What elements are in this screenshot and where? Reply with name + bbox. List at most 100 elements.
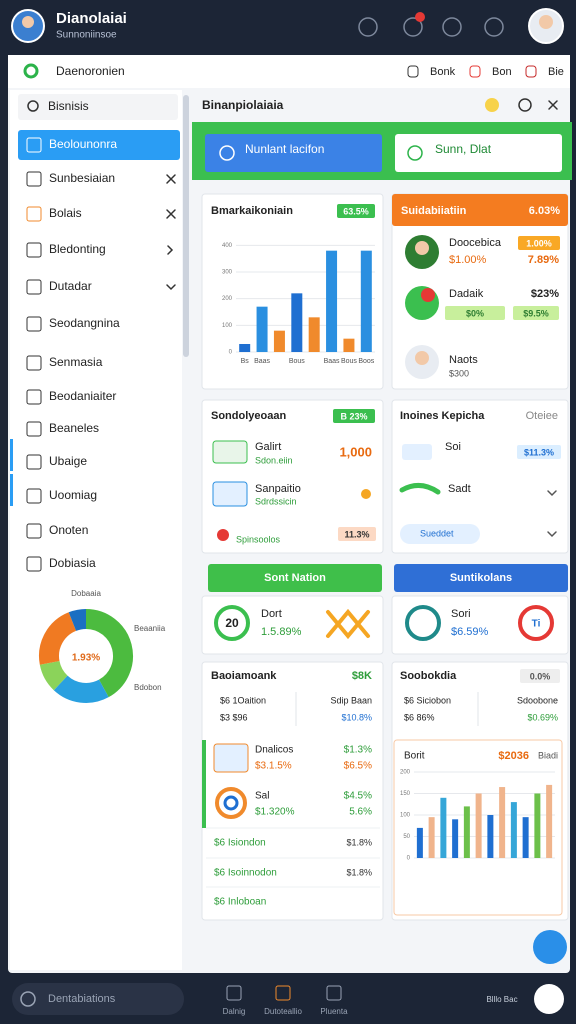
toolbar-action[interactable]: Bon xyxy=(492,66,512,78)
row-icon xyxy=(399,483,441,495)
card-title: Baoiamoank xyxy=(211,670,277,682)
link-value: $1.8% xyxy=(346,867,372,877)
header-icon xyxy=(403,17,423,37)
row-name: Sanpaitio xyxy=(255,483,301,495)
row-value: 5.6% xyxy=(349,807,372,818)
button-label[interactable]: Nunlant lacifon xyxy=(245,142,324,156)
bar xyxy=(546,784,553,858)
y-tick-label: 100 xyxy=(400,813,411,819)
app-title: Dianolaiai xyxy=(56,10,127,27)
row-icon xyxy=(212,440,248,464)
item-marker xyxy=(10,474,13,506)
badge xyxy=(513,306,559,320)
chevron xyxy=(547,531,557,538)
tab-icon xyxy=(326,985,342,1001)
bottom-tab[interactable]: Dutoteallio xyxy=(264,1007,302,1016)
toolbar-search: Daenoronien xyxy=(56,64,125,78)
y-tick-label: 400 xyxy=(222,243,233,249)
button-label[interactable]: Sunn, Dlat xyxy=(435,142,492,156)
item-marker xyxy=(10,439,13,471)
y-tick-label: 50 xyxy=(403,834,410,840)
link-name[interactable]: $6 Isiondon xyxy=(214,838,266,849)
chart-title: Borit xyxy=(404,751,425,762)
ring-value: 1.5.89% xyxy=(261,626,302,638)
donut-slice xyxy=(85,609,133,698)
tab-label[interactable]: Suntikolans xyxy=(450,572,512,584)
bar xyxy=(308,317,320,352)
sidebar-search-text[interactable]: Bisnisis xyxy=(48,99,89,113)
bar xyxy=(487,815,494,858)
donut-slice xyxy=(39,612,77,665)
sidebar-item[interactable]: Ubaige xyxy=(49,454,87,468)
bottom-search[interactable] xyxy=(12,983,184,1015)
pill[interactable] xyxy=(400,524,480,544)
tab[interactable] xyxy=(394,564,568,592)
bottom-tab[interactable]: Dalnig xyxy=(223,1007,246,1016)
row-name: Sueddet xyxy=(420,528,454,538)
bar xyxy=(440,797,447,858)
summary-value: $10.8% xyxy=(341,712,372,722)
sidebar-item[interactable]: Sunbesiaian xyxy=(49,171,115,185)
link-name[interactable]: $6 Isoinnodon xyxy=(214,868,277,879)
avatar-face xyxy=(415,351,429,365)
row-icon xyxy=(213,743,249,773)
active-item[interactable] xyxy=(18,130,180,160)
row-icon xyxy=(215,787,247,819)
ring-label: 20 xyxy=(225,616,239,630)
fab[interactable] xyxy=(533,930,567,964)
donut-title: Dobaaia xyxy=(71,589,101,598)
badge-text: B 23% xyxy=(340,411,367,421)
donut-slice xyxy=(53,675,109,703)
secondary-button[interactable] xyxy=(395,134,562,172)
x-tick-label: Bous xyxy=(341,358,357,365)
sidebar-item[interactable]: Beaneles xyxy=(49,421,99,435)
search-icon xyxy=(20,991,36,1007)
chevron xyxy=(167,245,174,255)
sidebar-item[interactable]: Dobiasia xyxy=(49,556,96,570)
sidebar-item[interactable]: Bolais xyxy=(49,206,82,220)
tab-label[interactable]: Sont Nation xyxy=(264,572,326,584)
primary-button[interactable] xyxy=(205,134,382,172)
badge xyxy=(517,445,561,459)
sidebar-item[interactable]: Beolounonra xyxy=(49,137,117,151)
card-action[interactable]: Oteiee xyxy=(526,410,558,422)
card-badge: $8K xyxy=(352,670,372,682)
summary-label: $6 1Oaition xyxy=(220,695,266,705)
sidebar-item[interactable]: Beodaniaiter xyxy=(49,389,116,403)
sidebar-item[interactable]: Bledonting xyxy=(49,242,106,256)
header-icon xyxy=(518,98,532,112)
bar xyxy=(452,819,459,858)
sidebar-item[interactable]: Uoomiag xyxy=(49,488,97,502)
bar xyxy=(499,787,506,858)
tab[interactable] xyxy=(208,564,382,592)
row-name: Naots xyxy=(449,354,478,366)
account-button[interactable] xyxy=(534,984,564,1014)
row-icon xyxy=(212,481,248,507)
toolbar-action[interactable]: Bie xyxy=(548,66,564,78)
toolbar xyxy=(8,55,570,88)
x-tick-label: Baas xyxy=(324,358,340,365)
sidebar-item[interactable]: Dutadar xyxy=(49,279,92,293)
sidebar-item[interactable]: Seodangnina xyxy=(49,316,120,330)
row-icon xyxy=(223,795,239,811)
item-icon xyxy=(26,523,42,539)
row-icon xyxy=(217,529,229,541)
sidebar-item[interactable]: Onoten xyxy=(49,523,88,537)
donut-annotation: Bdobon xyxy=(134,683,162,692)
item-icon xyxy=(26,137,42,153)
button-icon xyxy=(407,145,423,161)
action-icon xyxy=(525,65,537,78)
row-name: Dnalicos xyxy=(255,745,293,756)
sidebar-item[interactable]: Senmasia xyxy=(49,355,103,369)
card xyxy=(201,193,384,390)
row-value: 1,000 xyxy=(339,444,372,459)
toolbar-action[interactable]: Bonk xyxy=(430,66,456,78)
bar xyxy=(343,338,355,352)
bottom-tab[interactable]: Pluenta xyxy=(320,1007,348,1016)
summary-value: $3 $96 xyxy=(220,712,248,722)
row-name: Soi xyxy=(445,441,461,453)
donut-slice xyxy=(39,660,68,691)
card xyxy=(201,399,384,554)
link-name[interactable]: $6 Inloboan xyxy=(214,897,266,908)
